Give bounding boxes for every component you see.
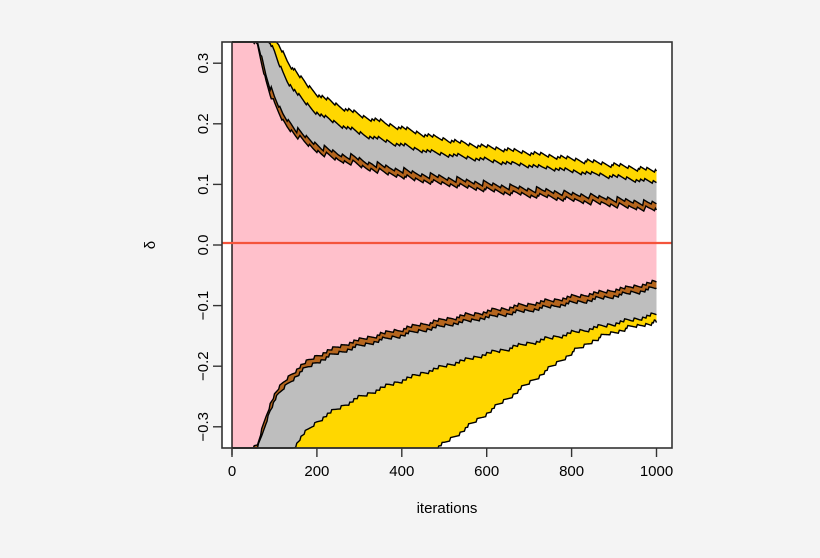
- y-tick-label: 0.2: [195, 113, 212, 134]
- y-tick-label: −0.3: [195, 412, 212, 442]
- brown-upper-edge: [232, 41, 657, 207]
- y-tick-label: −0.1: [195, 291, 212, 321]
- y-tick-label: 0.0: [195, 235, 212, 256]
- x-tick-label: 0: [228, 463, 236, 480]
- y-tick-label: 0.3: [195, 53, 212, 74]
- yellow-upper-edge: [232, 41, 658, 174]
- pink-upper-edge: [232, 40, 658, 213]
- x-tick-label: 800: [559, 463, 584, 480]
- brown-lower-edge: [232, 286, 657, 449]
- pink-lower-edge: [232, 279, 657, 449]
- y-tick-label: 0.1: [195, 174, 212, 195]
- x-tick-label: 600: [474, 463, 499, 480]
- grey-upper-edge: [232, 41, 657, 185]
- x-tick-label: 1000: [640, 463, 673, 480]
- x-tick-label: 200: [304, 463, 329, 480]
- y-tick-label: −0.2: [195, 351, 212, 381]
- grey-lower-edge: [232, 312, 657, 449]
- x-axis: 0 200 400 600 800 1000: [228, 448, 673, 480]
- x-axis-title: iterations: [417, 500, 478, 517]
- y-axis-title: δ: [142, 241, 159, 249]
- y-axis: −0.3 −0.2 −0.1 0.0 0.1 0.2 0.3: [195, 53, 222, 442]
- x-tick-label: 400: [389, 463, 414, 480]
